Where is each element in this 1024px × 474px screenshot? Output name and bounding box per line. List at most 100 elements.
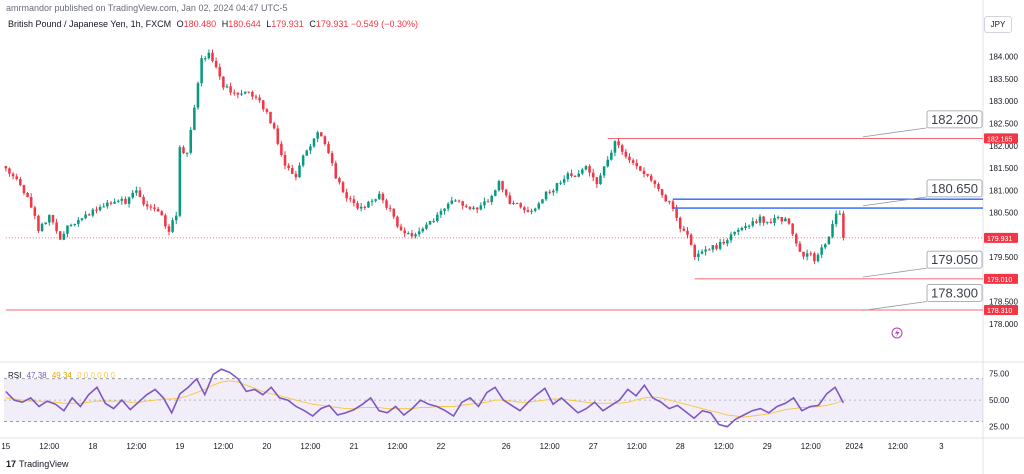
candle-body[interactable] [392,208,396,217]
candle-body[interactable] [642,170,646,175]
candle-body[interactable] [483,201,486,206]
rsi-line[interactable] [5,368,845,428]
candle-body[interactable] [533,208,537,211]
candle-body[interactable] [40,223,44,232]
candle-body[interactable] [214,60,218,68]
candle-body[interactable] [678,217,682,229]
candle-body[interactable] [479,205,483,210]
candle-body[interactable] [421,228,425,232]
candle-body[interactable] [649,175,653,181]
candle-body[interactable] [345,192,348,199]
candle-body[interactable] [153,207,156,209]
candle-body[interactable] [769,221,773,224]
candle-body[interactable] [425,224,428,229]
candle-body[interactable] [671,201,675,209]
currency-badge[interactable]: JPY [984,16,1012,33]
candle-body[interactable] [203,58,207,60]
candle-body[interactable] [595,177,599,185]
candle-body[interactable] [167,226,171,232]
candle-body[interactable] [225,86,229,88]
candle-body[interactable] [758,216,762,223]
candle-body[interactable] [566,173,570,180]
candle-body[interactable] [726,240,729,244]
candle-body[interactable] [11,173,15,177]
candle-body[interactable] [280,143,283,155]
candle-body[interactable] [657,184,660,190]
candle-body[interactable] [733,231,736,235]
candle-body[interactable] [356,203,359,209]
candle-body[interactable] [127,197,131,204]
candle-body[interactable] [251,91,254,97]
candle-body[interactable] [48,215,51,223]
candle-body[interactable] [145,204,149,207]
candle-body[interactable] [142,197,145,205]
candle-body[interactable] [530,210,533,212]
candle-body[interactable] [765,221,769,223]
candle-body[interactable] [407,233,410,235]
candle-body[interactable] [700,251,704,254]
candle-body[interactable] [417,231,421,235]
candle-body[interactable] [91,209,95,216]
callout-box[interactable] [926,284,983,302]
callout-box[interactable] [926,179,983,198]
candle-body[interactable] [617,141,620,146]
candle-body[interactable] [374,199,377,201]
candle-body[interactable] [29,197,33,208]
candle-body[interactable] [722,242,726,244]
candle-body[interactable] [504,189,508,196]
candle-body[interactable] [693,245,697,258]
candle-body[interactable] [116,200,120,202]
candle-body[interactable] [298,165,301,178]
candle-body[interactable] [98,206,102,211]
candle-body[interactable] [454,200,457,202]
rsi-name[interactable]: RSI [8,371,22,380]
candle-body[interactable] [457,200,461,202]
candle-body[interactable] [58,231,62,240]
candle-body[interactable] [414,234,417,237]
candle-body[interactable] [283,154,287,166]
candle-body[interactable] [639,166,642,171]
candle-body[interactable] [646,174,649,176]
candle-body[interactable] [301,155,305,166]
candle-body[interactable] [131,192,134,198]
candle-body[interactable] [715,245,718,249]
candle-body[interactable] [135,190,138,193]
candle-body[interactable] [69,224,73,226]
candle-body[interactable] [113,201,116,204]
candle-body[interactable] [51,215,55,223]
candle-body[interactable] [338,178,341,183]
candle-body[interactable] [290,167,294,174]
candles-group[interactable] [4,49,845,264]
candle-body[interactable] [824,244,827,248]
candle-body[interactable] [120,198,124,201]
candle-body[interactable] [388,207,392,209]
candle-body[interactable] [222,76,225,88]
candle-body[interactable] [436,214,439,221]
candle-body[interactable] [19,179,22,186]
candle-body[interactable] [287,165,290,168]
candle-body[interactable] [218,67,222,77]
candle-body[interactable] [323,136,327,145]
candle-body[interactable] [798,243,802,252]
candle-body[interactable] [232,92,236,94]
candle-body[interactable] [751,221,755,226]
rsi-ma-line[interactable] [5,380,844,418]
candle-body[interactable] [780,216,784,222]
candle-body[interactable] [247,91,251,93]
candle-body[interactable] [805,253,809,257]
candle-body[interactable] [73,223,76,225]
candle-body[interactable] [755,221,758,223]
candle-body[interactable] [831,224,834,237]
candle-body[interactable] [682,228,686,231]
candle-body[interactable] [820,247,823,255]
candle-body[interactable] [660,189,664,196]
candle-body[interactable] [635,162,638,167]
candle-body[interactable] [156,208,160,212]
candle-body[interactable] [200,58,203,84]
candle-body[interactable] [294,173,298,178]
candle-body[interactable] [272,123,276,129]
candle-body[interactable] [501,181,504,190]
candle-body[interactable] [439,210,443,215]
candle-body[interactable] [740,227,744,230]
